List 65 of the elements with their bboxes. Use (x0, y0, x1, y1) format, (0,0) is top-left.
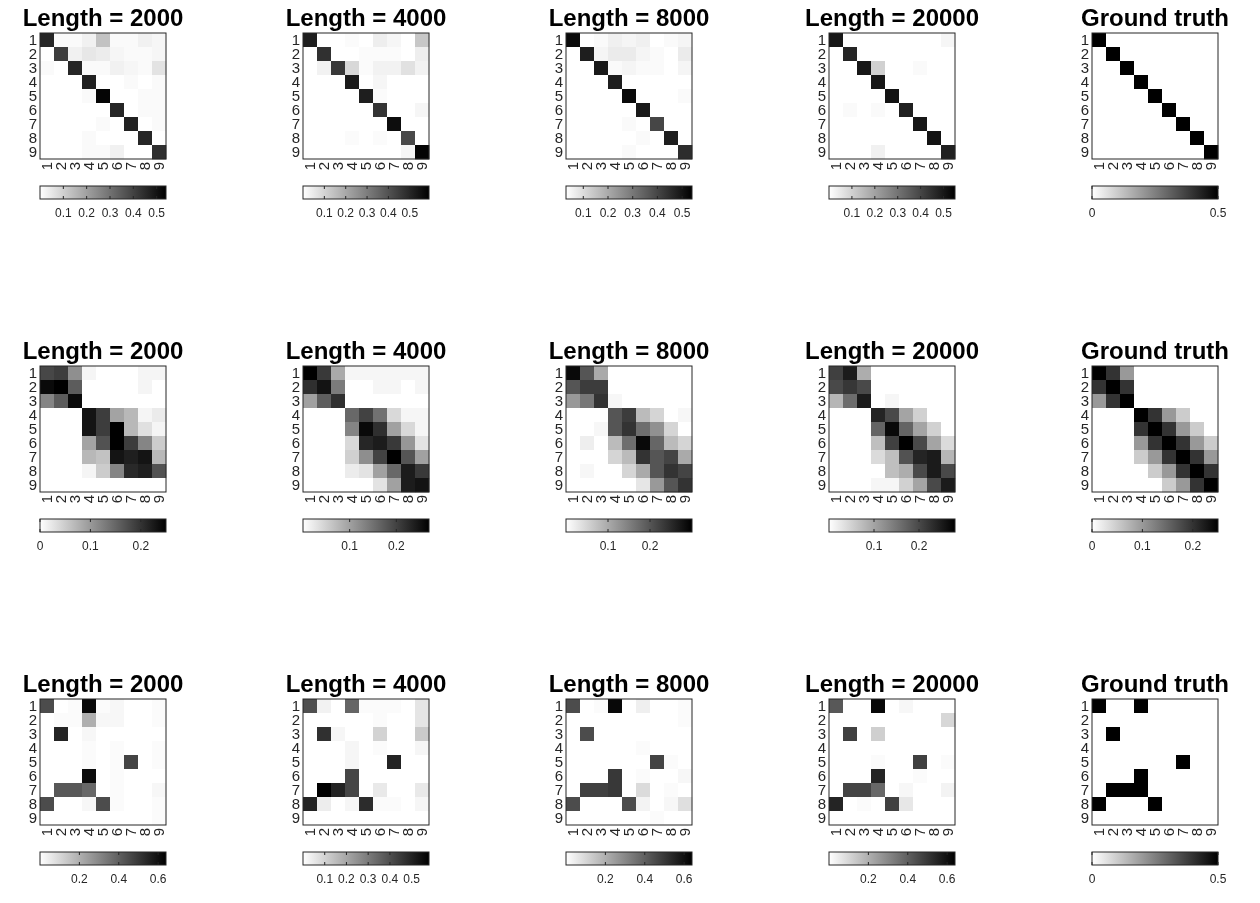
color-bar-label: 0.2 (860, 872, 878, 886)
color-bar-label: 0.2 (599, 206, 617, 220)
chart-title: Ground truth (1081, 4, 1229, 31)
chart-title: Length = 8000 (548, 670, 710, 697)
chart-title: Length = 8000 (548, 4, 710, 31)
color-bar-label: 0.6 (149, 872, 167, 886)
color-bar-label: 0.4 (636, 872, 654, 886)
color-bar-label: 0.5 (401, 206, 419, 220)
color-bar-label: 0.2 (337, 206, 355, 220)
color-bar-label: 0.2 (78, 206, 96, 220)
color-bar-label: 0.1 (574, 206, 592, 220)
color-bar-label: 0.1 (599, 539, 617, 553)
color-bar-label: 0.5 (1209, 206, 1227, 220)
color-bar-label: 0.5 (1209, 872, 1227, 886)
color-bar-label: 0.4 (110, 872, 128, 886)
color-bar-label: 0.2 (338, 872, 356, 886)
color-bar-label: 0.2 (910, 539, 928, 553)
color-bar-label: 0.3 (889, 206, 907, 220)
color-bar-label: 0.2 (387, 539, 405, 553)
chart-title: Length = 20000 (804, 670, 980, 697)
color-bar-label: 0.6 (938, 872, 956, 886)
color-bar-label: 0.5 (935, 206, 953, 220)
chart-title: Ground truth (1081, 670, 1229, 697)
color-bar-label: 0.1 (865, 539, 883, 553)
color-bar-label: 0.3 (358, 206, 376, 220)
color-bar-label: 0.2 (132, 539, 150, 553)
color-bar-label: 0.3 (101, 206, 119, 220)
color-bar-label: 0 (1088, 206, 1096, 220)
chart-title: Length = 2000 (22, 670, 184, 697)
color-bar-label: 0.1 (54, 206, 72, 220)
chart-title: Ground truth (1081, 337, 1229, 364)
chart-title: Length = 2000 (22, 4, 184, 31)
color-bar-label: 0.1 (316, 872, 334, 886)
color-bar-label: 0 (36, 539, 44, 553)
color-bar-label: 0.4 (381, 872, 399, 886)
color-bar-label: 0.3 (359, 872, 377, 886)
color-bar-label: 0 (1088, 872, 1096, 886)
color-bar-label: 0.4 (649, 206, 667, 220)
color-bar-label: 0.2 (597, 872, 615, 886)
color-bar-label: 0.1 (82, 539, 100, 553)
color-bar-label: 0.4 (380, 206, 398, 220)
color-bar-label: 0.5 (148, 206, 166, 220)
color-bar-label: 0.2 (71, 872, 89, 886)
chart-title: Length = 20000 (804, 4, 980, 31)
chart-title: Length = 2000 (22, 337, 184, 364)
color-bar-label: 0 (1088, 539, 1096, 553)
color-bar-label: 0.6 (675, 872, 693, 886)
color-bar-label: 0.4 (912, 206, 930, 220)
color-bar-label: 0.2 (866, 206, 884, 220)
color-bar-label: 0.3 (624, 206, 642, 220)
color-bar-label: 0.5 (403, 872, 421, 886)
color-bar-label: 0.1 (843, 206, 861, 220)
chart-title: Length = 20000 (804, 337, 980, 364)
color-bar-label: 0.5 (673, 206, 691, 220)
color-bar-label: 0.1 (1134, 539, 1152, 553)
color-bar-label: 0.1 (341, 539, 359, 553)
chart-title: Length = 8000 (548, 337, 710, 364)
chart-title: Length = 4000 (285, 337, 447, 364)
color-bar-label: 0.2 (1184, 539, 1202, 553)
color-bar-label: 0.4 (124, 206, 142, 220)
color-bar-label: 0.1 (316, 206, 334, 220)
chart-title: Length = 4000 (285, 4, 447, 31)
chart-title: Length = 4000 (285, 670, 447, 697)
color-bar-label: 0.4 (899, 872, 917, 886)
color-bar-label: 0.2 (641, 539, 659, 553)
